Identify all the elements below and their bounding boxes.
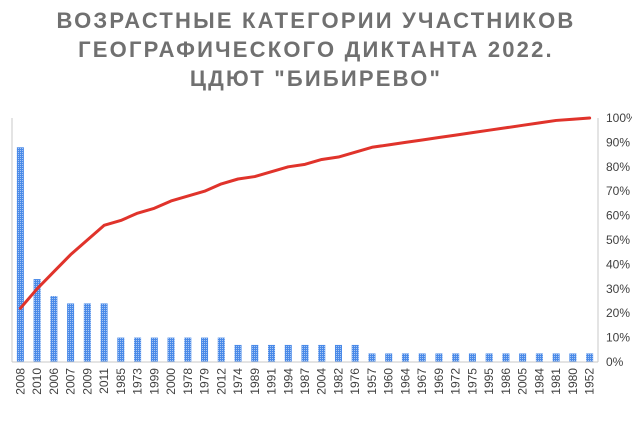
x-tick-label: 2009 — [80, 368, 94, 395]
bar-1972 — [452, 353, 460, 362]
bar-2011 — [100, 303, 108, 362]
chart-title-line-1: ВОЗРАСТНЫЕ КАТЕГОРИИ УЧАСТНИКОВ — [56, 8, 576, 33]
bar-2012 — [217, 337, 225, 362]
x-tick-labels: 2008 2010 2006 2007 2009 2011 1985 1973 1999 2000… — [13, 368, 596, 395]
x-tick-label: 2005 — [516, 368, 530, 395]
bar-2008 — [16, 147, 24, 362]
bar-1999 — [150, 337, 158, 362]
x-tick-label: 1972 — [449, 368, 463, 395]
x-tick-label: 2008 — [13, 368, 27, 395]
bar-2009 — [83, 303, 91, 362]
bar-1995 — [485, 353, 493, 362]
x-tick-label: 1974 — [231, 368, 245, 395]
x-tick-label: 1987 — [298, 368, 312, 395]
bar-1994 — [284, 344, 292, 362]
x-tick-label: 1979 — [198, 368, 212, 395]
bar-2004 — [318, 344, 326, 362]
bar-1991 — [268, 344, 276, 362]
bar-2007 — [67, 303, 75, 362]
bar-1979 — [201, 337, 209, 362]
x-tick-label: 1973 — [131, 368, 145, 395]
chart-title-line-3: ЦДЮТ "БИБИРЕВО" — [189, 66, 443, 91]
x-tick-label: 2000 — [164, 368, 178, 395]
chart-title-line-2: ГЕОГРАФИЧЕСКОГО ДИКТАНТА 2022. — [78, 37, 554, 62]
bar-1987 — [301, 344, 309, 362]
x-tick-label: 1999 — [147, 368, 161, 395]
y-right-tick-label: 50% — [606, 233, 630, 247]
bar-1982 — [334, 344, 342, 362]
x-tick-label: 1964 — [398, 368, 412, 395]
bar-1976 — [351, 344, 359, 362]
x-tick-label: 2006 — [47, 368, 61, 395]
x-tick-label: 2007 — [64, 368, 78, 395]
x-tick-label: 1976 — [348, 368, 362, 395]
y-right-tick-label: 0% — [606, 355, 624, 369]
x-tick-label: 1984 — [532, 368, 546, 395]
x-tick-label: 2010 — [30, 368, 44, 395]
x-tick-label: 1978 — [181, 368, 195, 395]
bar-2000 — [167, 337, 175, 362]
y-right-tick-label: 90% — [606, 135, 630, 149]
x-tick-label: 1994 — [281, 368, 295, 395]
x-tick-label: 1985 — [114, 368, 128, 395]
x-tick-label: 1957 — [365, 368, 379, 395]
x-tick-label: 1967 — [415, 368, 429, 395]
bar-2005 — [519, 353, 527, 362]
bar-1975 — [468, 353, 476, 362]
x-tick-label: 2004 — [315, 368, 329, 395]
bar-1980 — [569, 353, 577, 362]
x-tick-label: 1982 — [331, 368, 345, 395]
x-tick-label: 1952 — [583, 368, 597, 395]
x-tick-label: 1991 — [265, 368, 279, 395]
x-tick-label: 1989 — [248, 368, 262, 395]
bar-1964 — [401, 353, 409, 362]
bar-1974 — [234, 344, 242, 362]
y-right-tick-label: 70% — [606, 184, 630, 198]
bar-1969 — [435, 353, 443, 362]
y-right-tick-label: 10% — [606, 331, 630, 345]
x-tick-label: 2011 — [97, 368, 111, 394]
x-tick-label: 1969 — [432, 368, 446, 395]
y-right-tick-label: 30% — [606, 282, 630, 296]
axis-layer — [11, 118, 599, 363]
bar-1960 — [385, 353, 393, 362]
x-tick-label: 1975 — [465, 368, 479, 395]
y-right-tick-label: 40% — [606, 257, 630, 271]
x-tick-label: 1986 — [499, 368, 513, 395]
y-right-tick-label: 60% — [606, 209, 630, 223]
x-tick-label: 2012 — [214, 368, 228, 395]
bar-2010 — [33, 279, 41, 362]
bar-1957 — [368, 353, 376, 362]
bar-1981 — [552, 353, 560, 362]
bar-1985 — [117, 337, 125, 362]
bar-1973 — [134, 337, 142, 362]
bar-1978 — [184, 337, 192, 362]
cumulative-line — [18, 116, 592, 310]
bar-1984 — [535, 353, 543, 362]
bar-1967 — [418, 353, 426, 362]
bar-1952 — [586, 353, 594, 362]
x-tick-label: 1980 — [566, 368, 580, 395]
y-right-tick-labels: 0% 10% 20% 30% 40% 50% 60% 70% 80% 90% 100% — [606, 111, 632, 369]
bar-1986 — [502, 353, 510, 362]
x-tick-label: 1981 — [549, 368, 563, 395]
y-right-tick-label: 80% — [606, 160, 630, 174]
bar-2006 — [50, 296, 58, 362]
chart-title: ВОЗРАСТНЫЕ КАТЕГОРИИ УЧАСТНИКОВ ГЕОГРАФИ… — [0, 6, 632, 93]
bars-layer — [16, 147, 594, 362]
y-right-tick-label: 100% — [606, 111, 632, 125]
x-tick-label: 1960 — [382, 368, 396, 395]
line-layer — [18, 116, 592, 310]
bar-1989 — [251, 344, 259, 362]
y-right-tick-label: 20% — [606, 306, 630, 320]
x-tick-label: 1995 — [482, 368, 496, 395]
